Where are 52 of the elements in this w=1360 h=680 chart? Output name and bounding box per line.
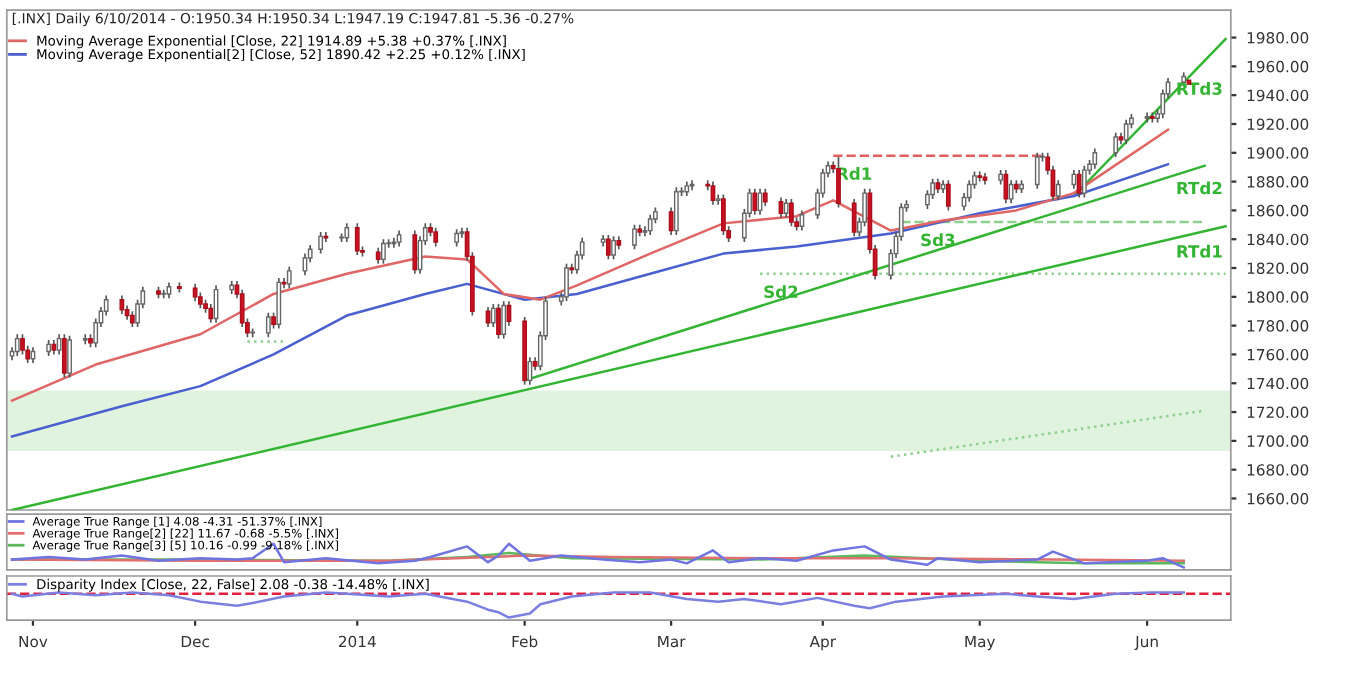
candlestick xyxy=(611,235,616,261)
candlestick xyxy=(67,334,72,379)
candlestick xyxy=(668,206,674,236)
candlestick xyxy=(1071,169,1077,190)
candlestick xyxy=(1034,151,1040,190)
annotation: RTd1 xyxy=(1177,244,1222,258)
annotation: Sd3 xyxy=(921,233,955,247)
candlestick xyxy=(564,262,569,302)
candlestick xyxy=(789,198,794,228)
annotation: RTd3 xyxy=(1177,82,1222,95)
line-series xyxy=(10,128,1170,402)
candlestick xyxy=(673,186,679,236)
candlestick xyxy=(61,333,67,379)
candlestick xyxy=(1123,118,1129,145)
candlestick xyxy=(490,303,496,328)
annotation: RTd2 xyxy=(1177,181,1222,195)
candlestick xyxy=(1076,169,1082,199)
candlestick xyxy=(318,231,324,255)
candlestick xyxy=(354,222,360,256)
candlestick xyxy=(302,252,308,277)
candlestick xyxy=(851,198,857,238)
candlestick xyxy=(647,213,653,236)
candlestick xyxy=(344,222,350,243)
candlestick xyxy=(527,356,533,386)
candlestick xyxy=(1003,169,1009,205)
candlestick xyxy=(799,209,805,232)
candlestick xyxy=(1144,111,1150,124)
candlestick xyxy=(433,226,439,248)
candlestick xyxy=(966,179,972,203)
candlestick xyxy=(862,187,868,228)
candlestick xyxy=(1081,164,1087,199)
candlestick xyxy=(836,156,841,209)
candlestick xyxy=(286,265,292,290)
candlestick xyxy=(412,229,418,275)
candlestick xyxy=(496,303,501,340)
candlestick xyxy=(381,238,386,265)
candlestick xyxy=(752,187,758,216)
candlestick xyxy=(945,179,951,212)
candlestick xyxy=(119,294,125,315)
candlestick xyxy=(56,333,62,356)
candlestick xyxy=(501,300,507,340)
candlestick xyxy=(721,193,726,236)
candlestick xyxy=(783,198,789,219)
candlestick xyxy=(276,277,282,330)
candlestick xyxy=(632,223,637,251)
candlestick xyxy=(1113,131,1119,158)
line-series xyxy=(10,163,1170,438)
candlestick xyxy=(20,333,25,356)
candlestick xyxy=(1092,147,1098,170)
candlestick xyxy=(265,311,271,338)
candlestick xyxy=(14,333,20,357)
candlestick xyxy=(605,234,611,261)
